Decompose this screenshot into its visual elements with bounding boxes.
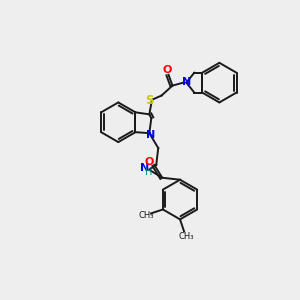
Text: O: O [163, 65, 172, 75]
Text: O: O [145, 157, 154, 167]
Text: N: N [182, 76, 191, 87]
Text: H: H [145, 167, 152, 177]
Text: CH₃: CH₃ [138, 211, 154, 220]
Text: S: S [146, 94, 154, 107]
Text: CH₃: CH₃ [178, 232, 194, 241]
Text: N: N [146, 130, 155, 140]
Text: N: N [140, 163, 149, 173]
